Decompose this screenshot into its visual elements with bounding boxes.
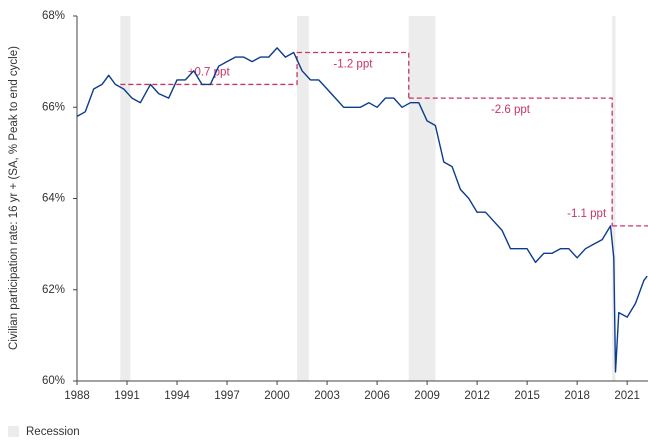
x-tick-label: 1997 [214, 390, 240, 402]
y-tick-label: 60% [42, 375, 65, 387]
x-tick-label: 2006 [364, 390, 390, 402]
legend-swatch [8, 426, 19, 437]
y-tick-label: 66% [42, 101, 65, 113]
x-tick-label: 1988 [64, 390, 90, 402]
annotation-label: -1.1 ppt [567, 208, 607, 220]
x-tick-label: 2003 [314, 390, 340, 402]
x-tick-label: 1994 [164, 390, 190, 402]
x-tick-label: 1991 [114, 390, 140, 402]
y-tick-label: 64% [42, 193, 65, 205]
recession-band [408, 16, 436, 381]
annotation-label: -2.6 ppt [491, 104, 531, 116]
x-tick-label: 2021 [614, 390, 640, 402]
annotation-label: -1.2 ppt [333, 59, 373, 71]
y-tick-label: 62% [42, 284, 65, 296]
recession-band [297, 16, 309, 381]
x-tick-label: 2000 [264, 390, 290, 402]
y-axis-label: Civilian participation rate: 16 yr + (SA… [8, 46, 20, 350]
x-tick-label: 2015 [514, 390, 540, 402]
annotation-label: +0.7 ppt [188, 66, 231, 78]
x-tick-label: 2009 [414, 390, 440, 402]
recession-band [612, 16, 616, 381]
recession-band [120, 16, 131, 381]
legend-label: Recession [26, 426, 80, 438]
x-tick-label: 2012 [464, 390, 490, 402]
annotation-line [408, 97, 613, 226]
annotation-line [120, 52, 298, 86]
y-tick-label: 68% [42, 10, 65, 22]
data-line [76, 47, 648, 373]
x-tick-label: 2018 [564, 390, 590, 402]
